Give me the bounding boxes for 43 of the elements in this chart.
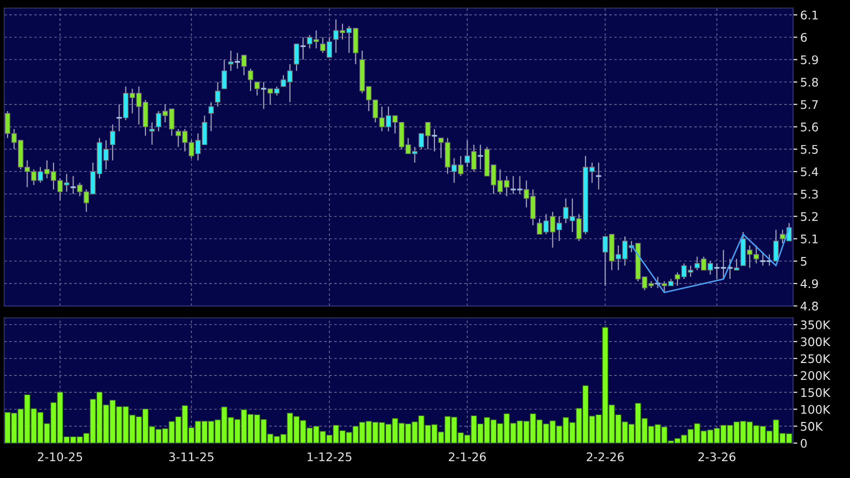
y-tick-label: 5.1 bbox=[800, 234, 818, 244]
y-tick-label: 4.9 bbox=[800, 279, 818, 288]
candlestick bbox=[222, 59, 227, 90]
y-tick-label: 5.4 bbox=[800, 167, 818, 176]
candlestick bbox=[228, 50, 234, 72]
y-tick-label: 350K bbox=[800, 320, 831, 330]
y-tick-label: 250K bbox=[800, 354, 831, 364]
candlestick bbox=[241, 54, 247, 76]
y-tick-label: 5.8 bbox=[800, 78, 818, 87]
x-tick-label: 2-2-26 bbox=[586, 452, 624, 462]
candlestick bbox=[294, 43, 300, 72]
candlestick bbox=[110, 124, 116, 161]
y-tick-label: 0 bbox=[800, 438, 807, 448]
y-tick-label: 4.8 bbox=[800, 302, 818, 311]
y-tick-label: 6.1 bbox=[800, 10, 818, 20]
y-tick-label: 5.9 bbox=[800, 55, 818, 64]
candlestick bbox=[248, 68, 254, 92]
y-tick-label: 200K bbox=[800, 371, 831, 380]
candlestick bbox=[116, 104, 123, 132]
y-tick-label: 100K bbox=[801, 404, 831, 414]
y-tick-label: 6 bbox=[800, 32, 807, 42]
candlestick bbox=[734, 258, 740, 271]
x-tick-label: 3-11-25 bbox=[169, 452, 214, 462]
candlestick bbox=[149, 122, 155, 146]
y-tick-label: 300K bbox=[800, 337, 831, 346]
y-tick-label: 5.2 bbox=[800, 212, 818, 222]
y-tick-label: 150K bbox=[801, 388, 831, 397]
candlestick bbox=[70, 176, 77, 195]
x-tick-label: 2-1-26 bbox=[448, 452, 486, 462]
candlestick bbox=[214, 81, 220, 108]
x-tick-label: 1-12-25 bbox=[308, 452, 352, 462]
candlestick bbox=[254, 81, 260, 96]
candlestick bbox=[595, 162, 602, 190]
y-tick-label: 5.5 bbox=[800, 145, 818, 154]
x-tick-label: 2-10-25 bbox=[38, 452, 82, 462]
y-tick-label: 5.7 bbox=[800, 100, 818, 110]
y-tick-label: 5.3 bbox=[800, 190, 818, 199]
y-tick-label: 5 bbox=[800, 257, 806, 266]
y-tick-label: 5.6 bbox=[800, 122, 818, 132]
candlestick bbox=[260, 81, 268, 110]
y-tick-label: 50K bbox=[800, 422, 824, 431]
candlestick bbox=[208, 102, 214, 132]
x-tick-label: 2-3-26 bbox=[698, 452, 736, 462]
